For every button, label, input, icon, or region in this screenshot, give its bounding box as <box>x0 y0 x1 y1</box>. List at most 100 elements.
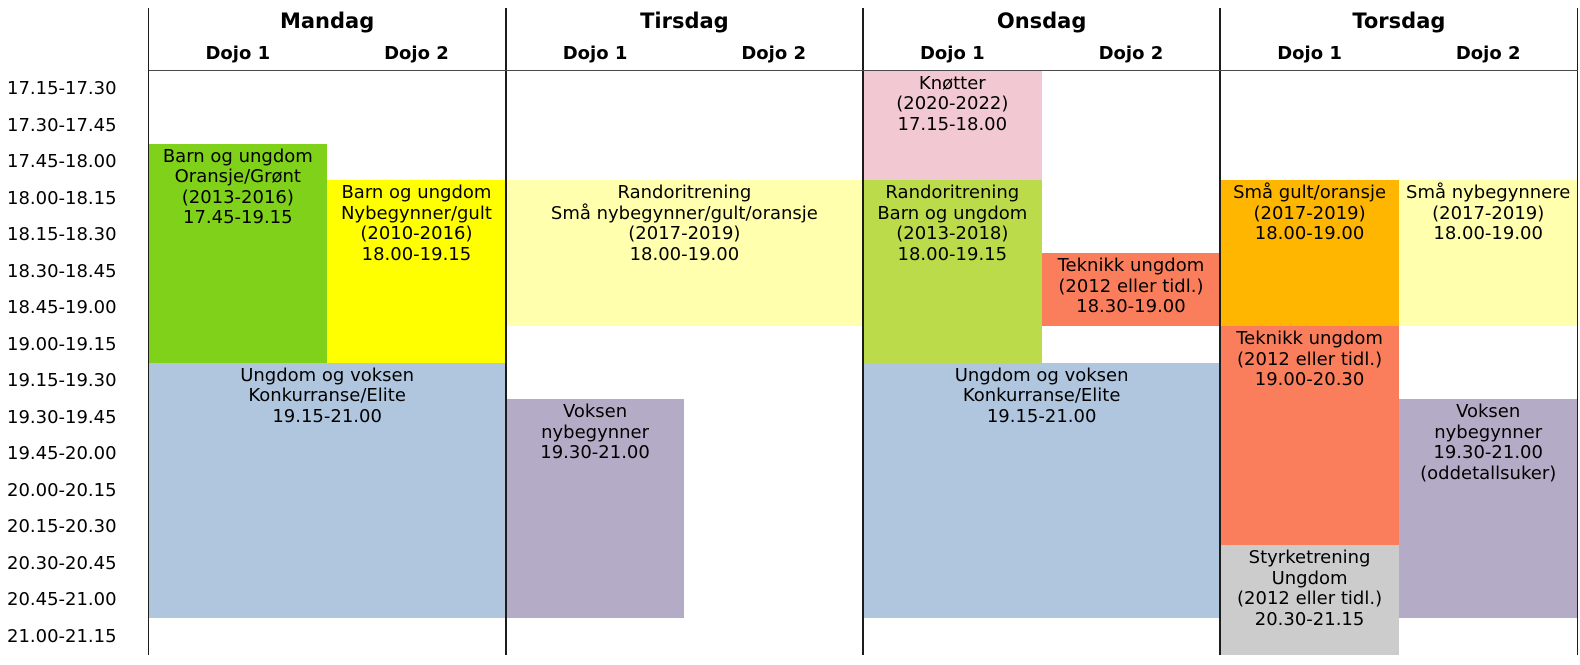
event-block: Små nybegynnere (2017-2019) 18.00-19.00 <box>1398 180 1578 326</box>
time-slot-label: 19.00-19.15 <box>7 333 117 355</box>
event-block: Små gult/oransje (2017-2019) 18.00-19.00 <box>1220 180 1399 326</box>
day-title: Torsdag <box>1352 9 1446 33</box>
event-line: 18.00-19.15 <box>361 243 472 265</box>
event-line: 19.15-21.00 <box>986 405 1097 427</box>
event-line: Teknikk ungdom <box>1057 255 1205 276</box>
event-line: 19.00-20.30 <box>1254 369 1365 390</box>
time-slot-label: 20.45-21.00 <box>7 589 117 611</box>
time-slot-label: 19.30-19.45 <box>7 406 117 428</box>
dojo-column-label: Dojo 1 <box>205 43 271 64</box>
day-title: Onsdag <box>996 9 1087 33</box>
event-line: 18.00-19.00 <box>1254 223 1365 244</box>
time-slot-label: 19.45-20.00 <box>7 443 117 465</box>
event-block: Teknikk ungdom (2012 eller tidl.) 19.00-20… <box>1220 326 1399 545</box>
event-line: 19.30-21.00 <box>540 442 650 463</box>
event-line: Voksen <box>562 401 628 422</box>
event-line: (2010-2016) <box>360 223 473 244</box>
event-line: (2012 eller tidl.) <box>1058 275 1204 297</box>
event-line: 17.15-18.00 <box>897 113 1008 135</box>
event-line: Barn og ungdom <box>162 145 313 167</box>
day-separator-line <box>504 8 507 655</box>
event-line: Små gult/oransje <box>1233 182 1387 203</box>
event-block: Teknikk ungdom (2012 eller tidl.) 18.30-19… <box>1041 253 1221 326</box>
time-slot-label: 20.00-20.15 <box>7 479 117 501</box>
event-line: 17.45-19.15 <box>183 207 293 228</box>
event-line: Barn og ungdom <box>877 202 1028 224</box>
event-line: Randoritrening <box>885 182 1020 203</box>
day-separator-line <box>862 8 864 655</box>
event-line: (oddetallsuker) <box>1420 462 1557 484</box>
event-line: Voksen <box>1456 401 1521 422</box>
day-title: Mandag <box>279 9 375 33</box>
event-block: Randoritrening Barn og ungdom (2013-2018) 1… <box>863 180 1042 363</box>
event-line: Konkurranse/Elite <box>248 385 406 406</box>
event-block: Styrketrening Ungdom (2012 eller tidl.) 20.… <box>1220 545 1399 655</box>
event-block: Barn og ungdom Nybegynner/gult (2010-2016)… <box>327 180 506 363</box>
event-line: (2017-2019) <box>1432 202 1545 224</box>
event-line: (2017-2019) <box>628 223 741 244</box>
day-header-mandag: Mandag Dojo 1 Dojo 2 <box>149 0 506 69</box>
dojo-column-label: Dojo 1 <box>919 43 985 64</box>
event-line: 19.30-21.00 <box>1433 442 1543 463</box>
event-line: (2012 eller tidl.) <box>1237 348 1383 370</box>
dojo-column-label: Dojo 2 <box>384 43 449 64</box>
header-divider-line <box>148 69 1578 71</box>
event-block: Voksen nybegynner 19.30-21.00 (oddetallsuke… <box>1398 399 1578 618</box>
event-line: nybegynner <box>541 421 650 443</box>
event-line: 19.15-21.00 <box>272 405 382 427</box>
event-line: 18.00-19.15 <box>897 243 1008 265</box>
event-line: (2013-2018) <box>896 223 1009 244</box>
event-line: (2013-2016) <box>181 186 294 208</box>
event-block: Knøtter (2020-2022) 17.15-18.00 <box>863 70 1042 180</box>
event-line: Teknikk ungdom <box>1236 328 1383 349</box>
day-header-tirsdag: Tirsdag Dojo 1 Dojo 2 <box>506 0 863 69</box>
time-slot-label: 18.45-19.00 <box>7 297 117 319</box>
time-slot-label: 17.45-18.00 <box>7 151 117 173</box>
dojo-column-label: Dojo 2 <box>741 43 806 64</box>
event-block: Ungdom og voksen Konkurranse/Elite 19.15-2… <box>863 362 1221 618</box>
day-separator-line <box>1219 8 1222 655</box>
event-line: Små nybegynnere <box>1406 182 1571 203</box>
day-separator-line <box>147 8 150 655</box>
dojo-column-label: Dojo 1 <box>562 43 628 64</box>
day-header-onsdag: Onsdag Dojo 1 Dojo 2 <box>863 0 1220 69</box>
time-slot-label: 20.15-20.30 <box>7 516 117 538</box>
dojo-column-label: Dojo 1 <box>1277 43 1342 64</box>
time-slot-label: 20.30-20.45 <box>7 552 117 574</box>
event-line: (2012 eller tidl.) <box>1237 588 1383 609</box>
event-line: 18.00-19.00 <box>629 243 740 265</box>
event-line: 18.30-19.00 <box>1076 296 1186 317</box>
time-slot-label: 18.00-18.15 <box>7 187 117 209</box>
day-header-torsdag: Torsdag Dojo 1 Dojo 2 <box>1220 0 1577 69</box>
event-block: Randoritrening Små nybegynner/gult/oransj… <box>505 180 863 326</box>
event-line: Randoritrening <box>617 182 752 203</box>
time-slot-label: 18.15-18.30 <box>7 224 117 246</box>
dojo-column-label: Dojo 2 <box>1455 43 1521 64</box>
time-slot-label: 17.30-17.45 <box>7 114 117 136</box>
event-line: Nybegynner/gult <box>340 202 492 224</box>
time-slot-label: 18.30-18.45 <box>7 260 117 282</box>
day-title: Tirsdag <box>640 9 729 33</box>
time-slot-label: 17.15-17.30 <box>7 78 117 100</box>
event-block: Voksen nybegynner 19.30-21.00 <box>505 399 685 618</box>
event-line: Konkurranse/Elite <box>962 385 1121 406</box>
event-line: Ungdom <box>1271 567 1348 589</box>
event-block: Ungdom og voksen Konkurranse/Elite 19.15-2… <box>148 362 506 618</box>
time-slot-label: 19.15-19.30 <box>7 370 117 392</box>
event-line: (2017-2019) <box>1253 202 1366 224</box>
event-block: Barn og ungdom Oransje/Grønt (2013-2016) 17… <box>148 143 328 363</box>
event-line: nybegynner <box>1434 421 1543 443</box>
event-line: Ungdom og voksen <box>240 364 415 386</box>
event-line: Små nybegynner/gult/oransje <box>550 202 818 224</box>
event-line: Ungdom og voksen <box>954 364 1129 386</box>
time-slot-label: 21.00-21.15 <box>7 625 117 647</box>
day-separator-line <box>1576 8 1579 655</box>
event-line: Barn og ungdom <box>341 182 492 203</box>
event-line: Styrketrening <box>1248 547 1371 568</box>
dojo-column-label: Dojo 2 <box>1098 43 1164 64</box>
event-line: (2020-2022) <box>896 93 1009 114</box>
event-line: 20.30-21.15 <box>1254 608 1365 630</box>
event-line: Knøtter <box>918 72 986 94</box>
event-line: Oransje/Grønt <box>174 166 301 187</box>
